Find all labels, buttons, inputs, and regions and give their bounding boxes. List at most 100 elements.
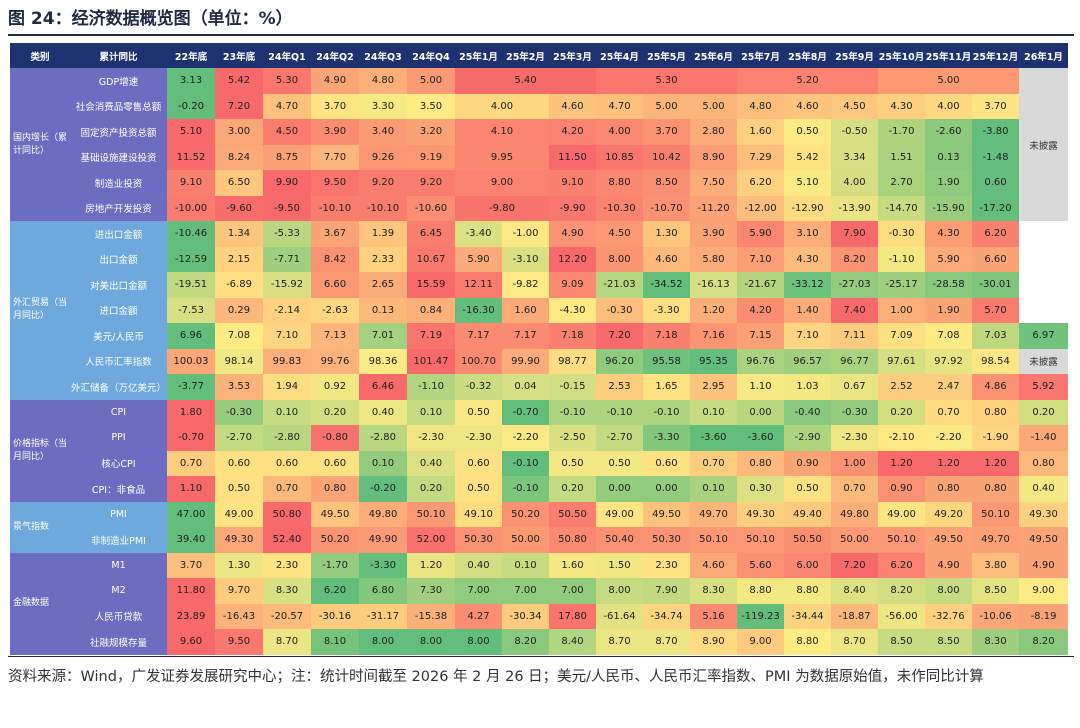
value-cell: -1.48 bbox=[972, 144, 1019, 170]
value-cell: -17.20 bbox=[972, 195, 1019, 221]
value-cell: -0.15 bbox=[549, 374, 596, 400]
value-cell: 1.65 bbox=[643, 374, 690, 400]
value-cell: 52.00 bbox=[407, 527, 455, 553]
value-cell: 0.60 bbox=[311, 450, 359, 476]
value-cell: -10.30 bbox=[596, 195, 643, 221]
value-cell: -0.20 bbox=[359, 476, 407, 502]
value-cell: 5.00 bbox=[407, 68, 455, 94]
indicator-label: 制造业投资 bbox=[70, 170, 167, 196]
value-cell: -2.50 bbox=[549, 425, 596, 451]
value-cell: 1.10 bbox=[167, 476, 215, 502]
value-cell: 8.20 bbox=[502, 629, 549, 655]
value-cell: 10.67 bbox=[407, 246, 455, 272]
table-row: 固定资产投资总额 5.10 3.00 4.50 3.90 3.40 3.20 4.10 4.20… bbox=[10, 119, 1068, 145]
header-cell: 25年4月 bbox=[596, 43, 643, 68]
value-cell: 1.20 bbox=[690, 297, 737, 323]
value-cell: 50.20 bbox=[311, 527, 359, 553]
value-cell: 10.85 bbox=[596, 144, 643, 170]
value-cell: 0.92 bbox=[311, 374, 359, 400]
value-cell: 50.30 bbox=[643, 527, 690, 553]
value-cell: 8.90 bbox=[690, 629, 737, 655]
value-cell: 49.30 bbox=[1019, 501, 1068, 527]
value-cell: 9.19 bbox=[407, 144, 455, 170]
value-cell: -1.10 bbox=[407, 374, 455, 400]
value-cell: 5.10 bbox=[784, 170, 831, 196]
value-cell: -1.70 bbox=[311, 552, 359, 578]
indicator-label: GDP增速 bbox=[70, 68, 167, 94]
value-cell: 1.00 bbox=[878, 297, 925, 323]
value-cell: -0.20 bbox=[167, 93, 215, 119]
value-cell: 9.10 bbox=[167, 170, 215, 196]
value-cell: 7.17 bbox=[502, 323, 549, 349]
value-cell: 6.97 bbox=[1019, 323, 1068, 349]
value-cell: -15.92 bbox=[263, 272, 311, 298]
value-cell: 9.00 bbox=[737, 629, 784, 655]
value-cell: 17.80 bbox=[549, 603, 596, 629]
value-cell: 99.76 bbox=[311, 348, 359, 374]
value-cell: 4.60 bbox=[549, 93, 596, 119]
value-cell: 2.53 bbox=[596, 374, 643, 400]
value-cell: 8.70 bbox=[831, 629, 878, 655]
value-cell: 6.45 bbox=[407, 221, 455, 247]
table-row: 外汇贸易（当月同比） 进出口金额 -10.46 1.34 -5.33 3.67 1.39 6.… bbox=[10, 221, 1068, 400]
value-cell: 4.30 bbox=[784, 246, 831, 272]
value-cell: -18.87 bbox=[831, 603, 878, 629]
value-cell: 2.15 bbox=[215, 246, 263, 272]
value-cell: 39.40 bbox=[167, 527, 215, 553]
indicator-label: 美元/人民币 bbox=[70, 323, 167, 349]
value-cell: -61.64 bbox=[596, 603, 643, 629]
value-cell: 2.33 bbox=[359, 246, 407, 272]
value-cell: 7.03 bbox=[972, 323, 1019, 349]
indicator-label: 非制造业PMI bbox=[70, 527, 167, 553]
value-cell: 7.09 bbox=[878, 323, 925, 349]
value-cell: 4.80 bbox=[359, 68, 407, 94]
table-row: 价格指标（当月同比） CPI 1.80 -0.30 0.10 0.20 0.40 0.10 0.… bbox=[10, 399, 1068, 502]
value-cell: 6.20 bbox=[737, 170, 784, 196]
indicator-label: 进出口金额 bbox=[70, 221, 167, 247]
value-cell: 4.30 bbox=[878, 93, 925, 119]
value-cell: -2.70 bbox=[596, 425, 643, 451]
value-cell: -13.90 bbox=[831, 195, 878, 221]
value-cell: -1.70 bbox=[878, 119, 925, 145]
value-cell: 7.30 bbox=[407, 578, 455, 604]
value-cell: 8.70 bbox=[263, 629, 311, 655]
value-cell: 5.90 bbox=[455, 246, 502, 272]
economic-data-table: 类别 累计同比 22年底 23年底 24年Q1 24年Q2 24年Q3 24年Q4 25年1月 2… bbox=[10, 43, 1068, 655]
value-cell: 50.40 bbox=[596, 527, 643, 553]
value-cell: -1.10 bbox=[878, 246, 925, 272]
value-cell: 7.13 bbox=[311, 323, 359, 349]
table-row: 进口金额 -7.53 0.29 -2.14 -2.63 0.13 0.84 -16.30 1.6… bbox=[10, 297, 1068, 323]
value-cell: 49.00 bbox=[878, 501, 925, 527]
value-cell: 8.50 bbox=[925, 629, 972, 655]
value-cell: 9.09 bbox=[549, 272, 596, 298]
table-row: 人民币贷款 23.89 -16.43 -20.57 -30.16 -31.17 -15.38… bbox=[10, 603, 1068, 629]
value-cell: 4.30 bbox=[925, 221, 972, 247]
value-cell: 3.70 bbox=[311, 93, 359, 119]
value-cell: -1.90 bbox=[972, 425, 1019, 451]
value-cell: 4.70 bbox=[596, 93, 643, 119]
table-row: 制造业投资 9.10 6.50 9.90 9.50 9.20 9.20 9.00 9.10 8.8… bbox=[10, 170, 1068, 196]
value-cell: 0.60 bbox=[215, 450, 263, 476]
value-cell: 11.50 bbox=[549, 144, 596, 170]
value-cell: 7.18 bbox=[549, 323, 596, 349]
value-cell: 5.80 bbox=[690, 246, 737, 272]
value-cell: 7.10 bbox=[784, 323, 831, 349]
value-cell: 4.90 bbox=[549, 221, 596, 247]
value-cell: 100.70 bbox=[455, 348, 502, 374]
value-cell: 0.13 bbox=[925, 144, 972, 170]
value-cell: 49.70 bbox=[690, 501, 737, 527]
value-cell: 0.50 bbox=[784, 119, 831, 145]
value-cell: 2.30 bbox=[643, 552, 690, 578]
value-cell: -2.90 bbox=[784, 425, 831, 451]
header-cell: 25年5月 bbox=[643, 43, 690, 68]
value-cell: 23.89 bbox=[167, 603, 215, 629]
table-row: 社会消费品零售总额 -0.20 7.20 4.70 3.70 3.30 3.50 4.00 4.… bbox=[10, 93, 1068, 119]
value-cell: -2.20 bbox=[925, 425, 972, 451]
value-cell: -33.12 bbox=[784, 272, 831, 298]
value-cell: 3.10 bbox=[784, 221, 831, 247]
header-cell: 26年1月 bbox=[1019, 43, 1068, 68]
value-cell: 4.60 bbox=[643, 246, 690, 272]
value-cell: -0.70 bbox=[167, 425, 215, 451]
value-cell: 8.10 bbox=[311, 629, 359, 655]
header-cell: 24年Q3 bbox=[359, 43, 407, 68]
